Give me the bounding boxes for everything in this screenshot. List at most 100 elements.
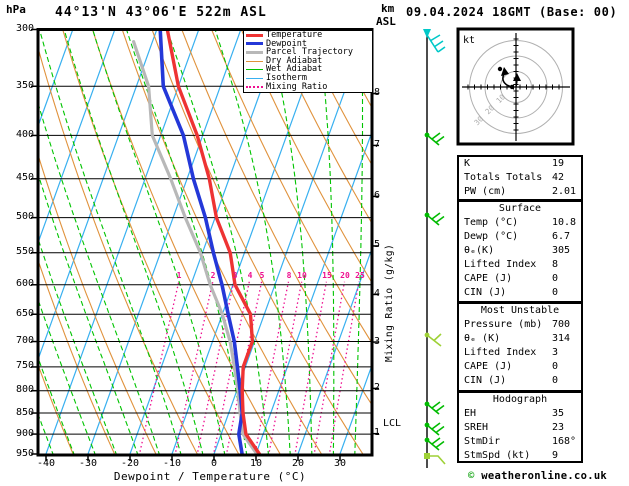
- table-row: K 19: [459, 157, 581, 171]
- table-row-value: 0: [552, 273, 559, 284]
- legend-item: Parcel Trajectory: [244, 48, 372, 57]
- legend-swatch: [246, 77, 263, 79]
- table-row-label: Pressure (mb): [464, 319, 543, 330]
- table-row-label: SREH: [464, 422, 489, 433]
- legend-label: Dewpoint: [266, 38, 307, 49]
- wet-adiabat-line: [39, 239, 118, 455]
- legend-swatch: [246, 60, 263, 62]
- wind-barb-icon: [424, 453, 446, 465]
- pressure-tick-label: 300: [15, 23, 34, 34]
- table-section-header: Most Unstable: [480, 305, 560, 316]
- table-row-label: Lifted Index: [464, 259, 537, 270]
- dry-adiabat-line: [211, 30, 371, 343]
- x-tick-label: -30: [78, 458, 98, 469]
- mixing-ratio-line: [196, 281, 235, 455]
- table-row: CIN (J) 0: [459, 374, 581, 388]
- storm-motion-arrow: [513, 73, 521, 81]
- wet-adiabat-line: [63, 30, 204, 455]
- table-row-value: 2.01: [552, 186, 577, 197]
- parcel-trajectory-curve: [132, 39, 259, 455]
- table-row-value: 0: [552, 287, 559, 298]
- isotherm-line: [39, 30, 116, 242]
- wind-barb-icon: [424, 437, 445, 451]
- km-tick-label: 1: [374, 427, 381, 438]
- pressure-tick-label: 900: [15, 428, 34, 439]
- wind-barb-icon: [424, 422, 445, 436]
- table-row-value: 9: [552, 450, 559, 461]
- asl-axis-unit: ASL: [376, 15, 396, 28]
- plot-legend: Temperature Dewpoint Parcel Trajectory Dry …: [243, 30, 373, 93]
- copyright-line: © weatheronline.co.uk: [468, 470, 607, 482]
- x-tick-label: 10: [249, 458, 263, 469]
- legend-swatch: [246, 69, 263, 71]
- legend-item: Dewpoint: [244, 40, 372, 49]
- table-row-value: 168°: [552, 436, 577, 447]
- table-row-value: 6.7: [552, 231, 571, 242]
- x-tick-label: -20: [120, 458, 140, 469]
- hodograph-arrow: [501, 67, 509, 76]
- pressure-tick-label: 350: [15, 80, 34, 91]
- table-row: PW (cm) 2.01: [459, 185, 581, 199]
- isotherm-line: [255, 132, 371, 455]
- isotherm-line: [339, 366, 371, 455]
- pressure-tick-label: 850: [15, 407, 34, 418]
- table-row-label: PW (cm): [464, 186, 507, 197]
- table-row: Lifted Index 3: [459, 346, 581, 360]
- table-row-label: Lifted Index: [464, 347, 537, 358]
- wet-adiabat-line: [354, 30, 364, 455]
- pressure-tick-label: 500: [15, 211, 34, 222]
- table-row-label: CAPE (J): [464, 273, 513, 284]
- legend-item: Dry Adiabat: [244, 57, 372, 66]
- table-row-value: 314: [552, 333, 571, 344]
- indices-table: Surface Temp (°C) 10.8 Dewp (°C) 6.7 θₑ(K) 305…: [457, 200, 583, 303]
- lcl-marker-label: LCL: [383, 418, 402, 429]
- mixing-ratio-value-label: 25: [355, 271, 365, 280]
- wet-adiabat-line: [166, 30, 270, 455]
- wind-barb-icon: [424, 212, 445, 226]
- mixing-ratio-line: [328, 281, 360, 455]
- table-row: EH 35: [459, 407, 581, 421]
- isotherm-line: [87, 30, 242, 455]
- table-row-label: CIN (J): [464, 287, 507, 298]
- x-tick-label: 20: [291, 458, 305, 469]
- hodograph-trace-dot: [497, 66, 503, 72]
- table-row-value: 305: [552, 245, 571, 256]
- legend-item: Isotherm: [244, 74, 372, 83]
- pressure-tick-label: 750: [15, 360, 34, 371]
- wind-barb-icon: [424, 132, 445, 146]
- mixing-ratio-value-label: 10: [297, 271, 307, 280]
- legend-swatch: [246, 85, 263, 88]
- copyright-icon: ©: [468, 470, 475, 482]
- mixing-ratio-value-label: 15: [322, 271, 332, 280]
- table-row: Temp (°C) 10.8: [459, 216, 581, 230]
- table-row-label: Totals Totals: [464, 172, 543, 183]
- wind-barb-icon: [424, 332, 442, 347]
- table-row-label: θₑ(K): [464, 245, 495, 256]
- table-row-value: 19: [552, 158, 565, 169]
- pressure-tick-label: 600: [15, 278, 34, 289]
- table-row-value: 3: [552, 347, 559, 358]
- legend-label: Mixing Ratio: [266, 81, 328, 92]
- table-row-value: 23: [552, 422, 565, 433]
- x-tick-label: -10: [162, 458, 182, 469]
- km-tick-label: 4: [374, 288, 381, 299]
- pressure-tick-label: 700: [15, 335, 34, 346]
- table-row: SREH 23: [459, 421, 581, 435]
- pressure-tick-label: 450: [15, 172, 34, 183]
- km-tick-label: 6: [374, 190, 381, 201]
- hodograph-unit-label: kt: [463, 35, 475, 46]
- dry-adiabat-line: [300, 30, 371, 165]
- table-row-label: CIN (J): [464, 375, 507, 386]
- wet-adiabat-line: [318, 30, 335, 455]
- temperature-curve: [165, 30, 262, 455]
- x-tick-label: 0: [210, 458, 218, 469]
- pressure-tick-label: 650: [15, 308, 34, 319]
- table-row-value: 10.8: [552, 217, 577, 228]
- legend-item: Mixing Ratio: [244, 83, 372, 92]
- dry-adiabat-line: [270, 30, 371, 223]
- plot-area: [39, 30, 371, 455]
- mixing-ratio-line: [212, 281, 250, 455]
- wet-adiabat-line: [214, 30, 291, 455]
- table-row: θₑ (K) 314: [459, 332, 581, 346]
